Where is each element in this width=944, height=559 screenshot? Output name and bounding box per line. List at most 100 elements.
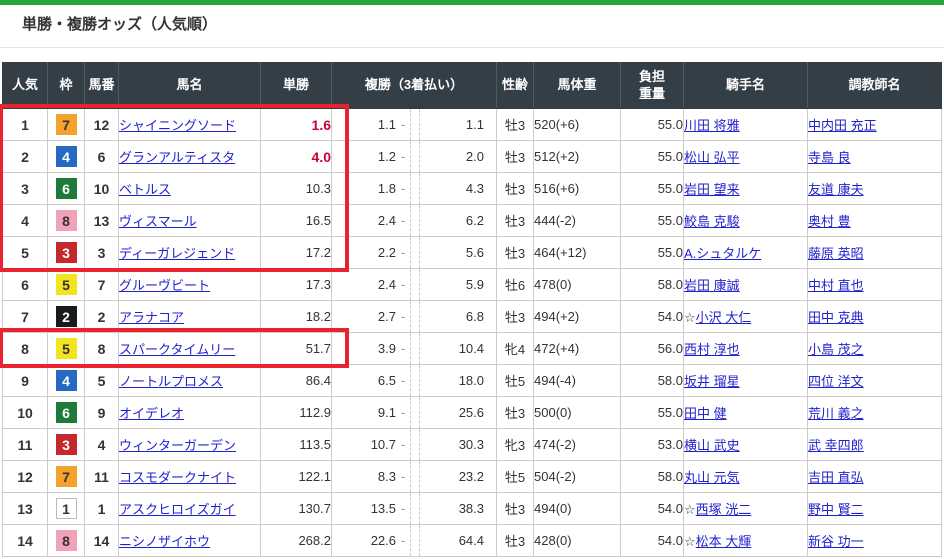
jockey-link[interactable]: 坂井 瑠星 bbox=[684, 374, 740, 389]
jockey-link[interactable]: 松山 弘平 bbox=[684, 150, 740, 165]
horse-name-link[interactable]: スパークタイムリー bbox=[119, 342, 236, 357]
place-odds-cell: 2.4- 5.9 bbox=[331, 268, 497, 301]
place-odds-high: 23.2 bbox=[458, 469, 484, 484]
jockey-link[interactable]: 松本 大輝 bbox=[695, 534, 752, 549]
horse-number-cell: 12 bbox=[84, 108, 119, 141]
horse-name-link[interactable]: ノートルプロメス bbox=[119, 374, 224, 389]
horse-name-link[interactable]: ディーガレジェンド bbox=[119, 246, 236, 261]
frame-badge: 3 bbox=[55, 242, 77, 263]
jockey-link[interactable]: 小沢 大仁 bbox=[695, 310, 752, 325]
horse-name-link[interactable]: コスモダークナイト bbox=[119, 470, 237, 485]
jockey-link[interactable]: 田中 健 bbox=[684, 406, 727, 421]
place-odds-high: 6.8 bbox=[465, 309, 484, 324]
horse-name-link[interactable]: ベトルス bbox=[119, 182, 172, 197]
trainer-link[interactable]: 四位 洋文 bbox=[808, 374, 864, 389]
sex-age-cell: 牡5 bbox=[496, 364, 534, 397]
place-odds: 10.7- 30.3 bbox=[332, 429, 496, 460]
trainer-link[interactable]: 友道 康夫 bbox=[808, 182, 864, 197]
table-row: 12 7 11 コスモダークナイト 122.1 8.3- 23.2 牡5 504(-2) 58.0… bbox=[2, 460, 942, 493]
horse-number-cell: 5 bbox=[84, 364, 119, 397]
horse-name-link[interactable]: アラナコア bbox=[119, 310, 185, 325]
frame-cell: 1 bbox=[47, 492, 85, 525]
place-odds: 13.5- 38.3 bbox=[332, 493, 496, 524]
trainer-link[interactable]: 中村 直也 bbox=[808, 278, 864, 293]
sex-age-cell: 牡3 bbox=[496, 524, 534, 557]
trainer-link[interactable]: 田中 克典 bbox=[808, 310, 864, 325]
trainer-link[interactable]: 中内田 充正 bbox=[808, 118, 877, 133]
trainer-link[interactable]: 新谷 功一 bbox=[808, 534, 864, 549]
rank-cell: 10 bbox=[2, 396, 48, 429]
jockey-cell: ☆小沢 大仁 bbox=[683, 300, 808, 333]
jockey-link[interactable]: 西塚 洸二 bbox=[695, 502, 752, 517]
win-odds: 112.9 bbox=[260, 396, 332, 429]
horse-name-link[interactable]: グルーヴビート bbox=[119, 278, 211, 293]
apprentice-mark: ☆ bbox=[684, 502, 696, 517]
carried-weight-cell: 54.0 bbox=[620, 524, 684, 557]
place-odds-low: 10.7 bbox=[370, 437, 396, 452]
place-odds-dash: - bbox=[400, 405, 406, 420]
frame-badge: 4 bbox=[55, 370, 77, 391]
trainer-link[interactable]: 野中 賢二 bbox=[808, 502, 864, 517]
jockey-link[interactable]: 丸山 元気 bbox=[684, 470, 740, 485]
trainer-link[interactable]: 寺島 良 bbox=[808, 150, 851, 165]
trainer-cell: 友道 康夫 bbox=[807, 172, 942, 205]
trainer-link[interactable]: 吉田 直弘 bbox=[808, 470, 864, 485]
jockey-link[interactable]: 岩田 康誠 bbox=[684, 278, 740, 293]
place-odds-cell: 13.5- 38.3 bbox=[331, 492, 497, 525]
rank-cell: 2 bbox=[2, 140, 48, 173]
place-odds-dash: - bbox=[400, 437, 406, 452]
place-odds-divider bbox=[410, 525, 420, 556]
trainer-link[interactable]: 藤原 英昭 bbox=[808, 246, 864, 261]
jockey-link[interactable]: 西村 淳也 bbox=[684, 342, 740, 357]
rank-cell: 7 bbox=[2, 300, 48, 333]
sex-age-cell: 牡3 bbox=[496, 236, 534, 269]
place-odds-cell: 3.9- 10.4 bbox=[331, 332, 497, 365]
frame-cell: 2 bbox=[47, 300, 85, 333]
frame-badge: 7 bbox=[55, 114, 77, 135]
win-odds: 86.4 bbox=[260, 364, 332, 397]
jockey-link[interactable]: 川田 将雅 bbox=[684, 118, 740, 133]
carried-weight-cell: 55.0 bbox=[620, 396, 684, 429]
jockey-link[interactable]: A.シュタルケ bbox=[684, 246, 762, 261]
horse-name-link[interactable]: シャイニングソード bbox=[119, 118, 237, 133]
jockey-link[interactable]: 横山 武史 bbox=[684, 438, 740, 453]
horse-name-cell: グルーヴビート bbox=[118, 268, 261, 301]
rank-cell: 9 bbox=[2, 364, 48, 397]
jockey-link[interactable]: 岩田 望来 bbox=[684, 182, 740, 197]
place-odds-low: 2.7 bbox=[377, 309, 396, 324]
horse-name-link[interactable]: オイデレオ bbox=[119, 406, 185, 421]
trainer-link[interactable]: 小島 茂之 bbox=[808, 342, 864, 357]
horse-name-cell: コスモダークナイト bbox=[118, 460, 261, 493]
place-odds-divider bbox=[410, 429, 420, 460]
place-odds: 2.7- 6.8 bbox=[332, 301, 496, 332]
column-header-trainer: 調教師名 bbox=[807, 62, 942, 109]
frame-badge: 6 bbox=[55, 402, 77, 423]
trainer-link[interactable]: 武 幸四郎 bbox=[808, 438, 864, 453]
horse-name-link[interactable]: ニシノザイホウ bbox=[119, 534, 211, 549]
horse-name-link[interactable]: グランアルティスタ bbox=[119, 150, 236, 165]
horse-weight-cell: 444(-2) bbox=[533, 204, 621, 237]
horse-name-link[interactable]: ウィンターガーデン bbox=[119, 438, 237, 453]
horse-weight-cell: 500(0) bbox=[533, 396, 621, 429]
frame-cell: 3 bbox=[47, 428, 85, 461]
place-odds-high: 6.2 bbox=[465, 213, 484, 228]
trainer-link[interactable]: 荒川 義之 bbox=[808, 406, 864, 421]
place-odds-low: 2.2 bbox=[377, 245, 396, 260]
place-odds-divider bbox=[410, 237, 420, 268]
horse-name-link[interactable]: ヴィスマール bbox=[119, 214, 197, 229]
trainer-link[interactable]: 奥村 豊 bbox=[808, 214, 851, 229]
place-odds-low: 2.4 bbox=[377, 277, 396, 292]
trainer-cell: 野中 賢二 bbox=[807, 492, 942, 525]
frame-badge: 1 bbox=[55, 498, 77, 519]
frame-badge: 4 bbox=[55, 146, 77, 167]
jockey-link[interactable]: 鮫島 克駿 bbox=[684, 214, 740, 229]
place-odds-low: 13.5 bbox=[370, 501, 396, 516]
table-row: 9 4 5 ノートルプロメス 86.4 6.5- 18.0 牡5 494(-4) 58.0 坂井 瑠… bbox=[2, 364, 942, 397]
horse-number-cell: 3 bbox=[84, 236, 119, 269]
place-odds-low: 1.2 bbox=[377, 149, 396, 164]
place-odds-dash: - bbox=[400, 533, 406, 548]
horse-name-link[interactable]: アスクヒロイズガイ bbox=[119, 502, 236, 517]
carried-weight-cell: 55.0 bbox=[620, 172, 684, 205]
win-odds: 51.7 bbox=[260, 332, 332, 365]
frame-cell: 7 bbox=[47, 108, 85, 141]
